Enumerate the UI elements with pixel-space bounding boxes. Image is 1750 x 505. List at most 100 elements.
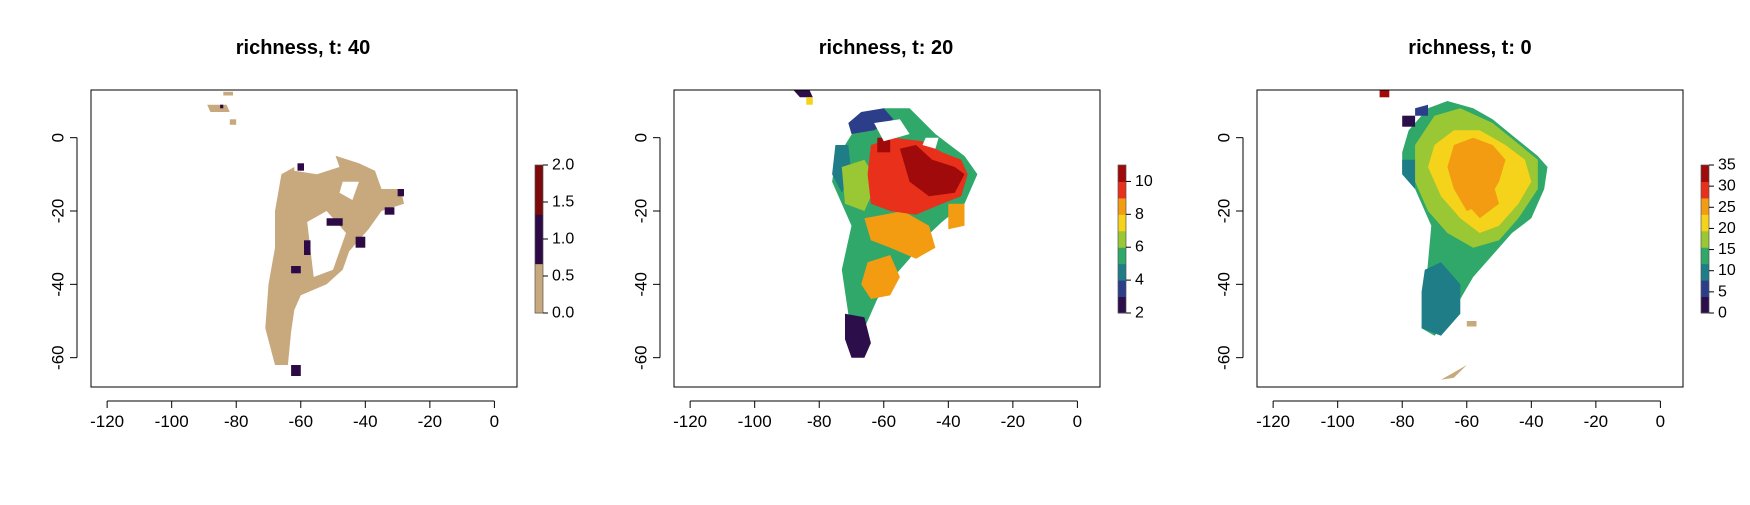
panel-3-x-tick-label: -20 [1584, 412, 1609, 431]
panel-3-region-7 [1402, 115, 1416, 127]
panel-1-legend-swatch [535, 214, 543, 265]
panel-1-legend-label: 0.0 [552, 305, 574, 322]
panel-2-y-tick-label: 0 [632, 133, 651, 142]
panel-1-region-10 [355, 236, 366, 248]
panel-1-title: richness, t: 40 [236, 37, 371, 59]
panel-2-region-4 [793, 90, 813, 98]
panel-2-x-tick-label: -20 [1001, 412, 1026, 431]
panel-1-region-7 [297, 163, 304, 171]
panel-3-region-10 [1466, 321, 1477, 327]
panel-3-x-tick-label: 0 [1656, 412, 1665, 431]
panel-3-region-1 [1421, 262, 1461, 336]
panel-3-legend-label: 10 [1718, 262, 1736, 279]
panel-2-legend-label: 2 [1135, 305, 1144, 322]
panel-1-legend-label: 1.5 [552, 194, 574, 211]
panel-3-y-tick-label: -40 [1215, 272, 1234, 297]
panel-1-x-tick-label: 0 [490, 412, 499, 431]
panel-2-region-12 [877, 137, 891, 153]
panel-2-title: richness, t: 20 [819, 37, 954, 59]
panel-3-legend-frame [1700, 164, 1710, 314]
panel-1-legend-label: 0.5 [552, 268, 574, 285]
panel-1-x-tick-label: -100 [155, 412, 189, 431]
panel-1-x-tick-label: -40 [353, 412, 378, 431]
panel-3-legend-label: 25 [1718, 199, 1736, 216]
panel-1-legend-label: 2.0 [552, 157, 574, 174]
panel-3-region-6 [1466, 174, 1499, 219]
panel-2-legend-swatch [1118, 263, 1126, 281]
panel-3-legend-label: 20 [1718, 220, 1736, 237]
panel-2-legend-swatch [1118, 197, 1126, 215]
panel-2-region-5 [806, 97, 813, 105]
panel-3-legend-swatch [1701, 181, 1709, 199]
panel-1-region-12 [397, 189, 404, 197]
panel-1-region-6 [307, 211, 346, 277]
panel-3-x-tick-label: -120 [1256, 412, 1290, 431]
panel-1-y-tick-label: 0 [49, 133, 68, 142]
panel-3-region-2 [1402, 159, 1416, 189]
panel-1-region-4 [294, 148, 340, 175]
panel-2-region-13 [874, 119, 910, 142]
panel-2-x-tick-label: -40 [936, 412, 961, 431]
panel-2-y-tick-label: -40 [632, 272, 651, 297]
panel-3-legend-swatch [1701, 247, 1709, 265]
panel-1-legend-swatch [535, 263, 543, 314]
panel-2-region-7 [864, 211, 936, 259]
panel-3-legend-swatch [1701, 296, 1709, 314]
panel-2-x-tick-label: 0 [1073, 412, 1082, 431]
panel-3-legend-swatch [1701, 214, 1709, 232]
panel-3-legend-swatch [1701, 165, 1709, 182]
panel-2-legend-swatch [1118, 165, 1126, 182]
panel-1-region-8 [304, 240, 311, 255]
panel-1-x-tick-label: -120 [90, 412, 124, 431]
panel-3-y-tick-label: -20 [1215, 199, 1234, 224]
panel-3-legend-label: 30 [1718, 178, 1736, 195]
panel-3-legend-swatch [1701, 280, 1709, 298]
panel-3-x-tick-label: -40 [1519, 412, 1544, 431]
panel-2-legend-swatch [1118, 247, 1126, 265]
panel-2-x-tick-label: -60 [871, 412, 896, 431]
panel-2-legend-swatch [1118, 181, 1126, 199]
panel-1-region-2 [223, 91, 233, 96]
panel-3-x-tick-label: -100 [1321, 412, 1355, 431]
panel-3-legend-swatch [1701, 263, 1709, 281]
panel-2-legend: 10 8 6 4 2 [1117, 164, 1153, 322]
panel-2-region-3 [845, 313, 871, 358]
panel-3-title: richness, t: 0 [1408, 37, 1531, 59]
panel-3-legend-label: 0 [1718, 305, 1727, 322]
panel-1-region-14 [291, 365, 301, 376]
panel-2-legend-label: 10 [1135, 173, 1153, 190]
panel-1-region-1 [207, 104, 230, 112]
panel-3-x-tick-label: -60 [1454, 412, 1479, 431]
panel-3-legend-swatch [1701, 230, 1709, 248]
panel-1-plot-area [207, 91, 404, 376]
panel-3-legend-label: 15 [1718, 241, 1736, 258]
panel-3-axes: -120 -100 -80 -60 -40 -20 0 0 -20 -40 -60 [1215, 133, 1666, 431]
panel-3-region-8 [1415, 104, 1428, 116]
panel-3: richness, t: 0 -120 -100 -80 -60 -40 -20 0 0 -20… [1215, 37, 1736, 431]
panel-1-legend-label: 1.0 [552, 231, 574, 248]
panel-1-x-tick-label: -80 [224, 412, 249, 431]
panel-3-legend-swatch [1701, 197, 1709, 215]
panel-2-x-tick-label: -100 [738, 412, 772, 431]
panel-2-legend-swatch [1118, 280, 1126, 298]
panel-1-frame [90, 89, 518, 388]
panel-3-y-tick-label: 0 [1215, 133, 1234, 142]
panel-1-region-13 [291, 266, 301, 274]
panel-3-region-9 [1379, 90, 1390, 98]
panel-2-region-1 [848, 108, 894, 134]
panel-2-region-9 [948, 203, 965, 230]
panel-2-region-14 [922, 137, 939, 149]
panel-2-x-tick-label: -120 [673, 412, 707, 431]
panel-1-legend-swatch [535, 165, 543, 215]
panel-1-y-tick-label: -60 [49, 345, 68, 370]
panel-2-y-tick-label: -20 [632, 199, 651, 224]
panel-2-legend-swatch [1118, 230, 1126, 248]
panel-2-y-tick-label: -60 [632, 345, 651, 370]
panel-1-axes: -120 -100 -80 -60 -40 -20 0 0 -20 -40 -60 [49, 133, 500, 431]
panel-2: richness, t: 20 -120 -100 -80 -60 -40 -20 0 0 -2… [632, 37, 1153, 431]
panel-1-y-tick-label: -40 [49, 272, 68, 297]
panel-1-region-11 [384, 207, 395, 215]
panel-1: richness, t: 40 -120 -100 -80 -60 -40 -20 0 0 -2… [49, 37, 575, 431]
panel-2-frame [673, 89, 1101, 388]
